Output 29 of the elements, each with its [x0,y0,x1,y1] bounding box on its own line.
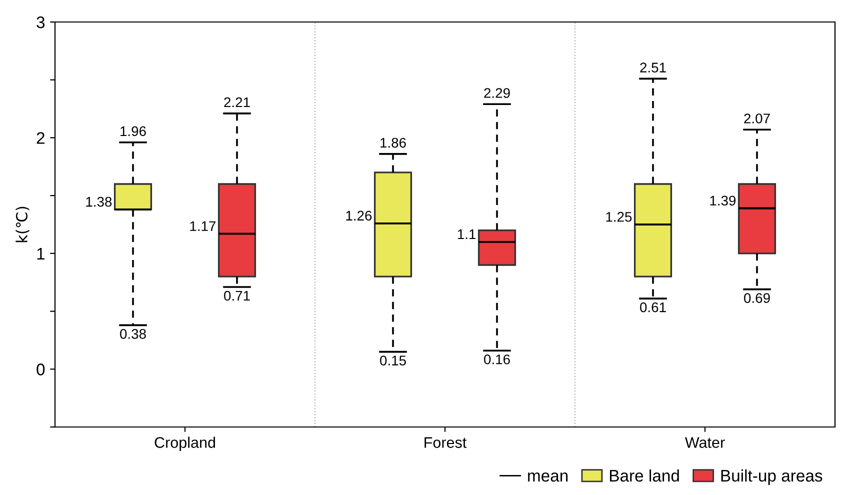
text: 2.21 [224,97,250,108]
text: 2.51 [640,62,666,72]
text: 2.07 [744,114,770,124]
y-tick-label: 2 [36,132,44,144]
y-tick-label: 1 [37,248,44,260]
text: 1.1 [458,229,476,239]
text: 1.25 [606,212,632,222]
text: 1.96 [120,126,146,136]
text: 0.15 [380,356,406,366]
text: 0.61 [640,302,666,312]
text: 0.16 [484,354,510,364]
y-tick-label: 0 [36,364,45,376]
text: 1.39 [710,196,736,206]
legend-label: Built-up areas [721,469,822,485]
y-tick-label: 3 [36,16,45,28]
text: 1.26 [346,210,372,221]
text: 0.69 [744,293,770,303]
x-tick-label: Cropland [154,436,216,451]
text: 0.71 [224,290,250,301]
text: 2.29 [484,88,510,98]
text: 1.86 [380,138,406,148]
y-axis-title: k(℃) [16,206,30,242]
text: 1.38 [86,196,112,207]
x-tick-label: Forest [424,437,467,448]
text: 0.38 [120,329,146,339]
text: mean [528,472,568,482]
legend-label: Bare land [610,469,679,482]
text: 1.17 [190,221,216,231]
x-tick-label: Water [684,437,725,448]
